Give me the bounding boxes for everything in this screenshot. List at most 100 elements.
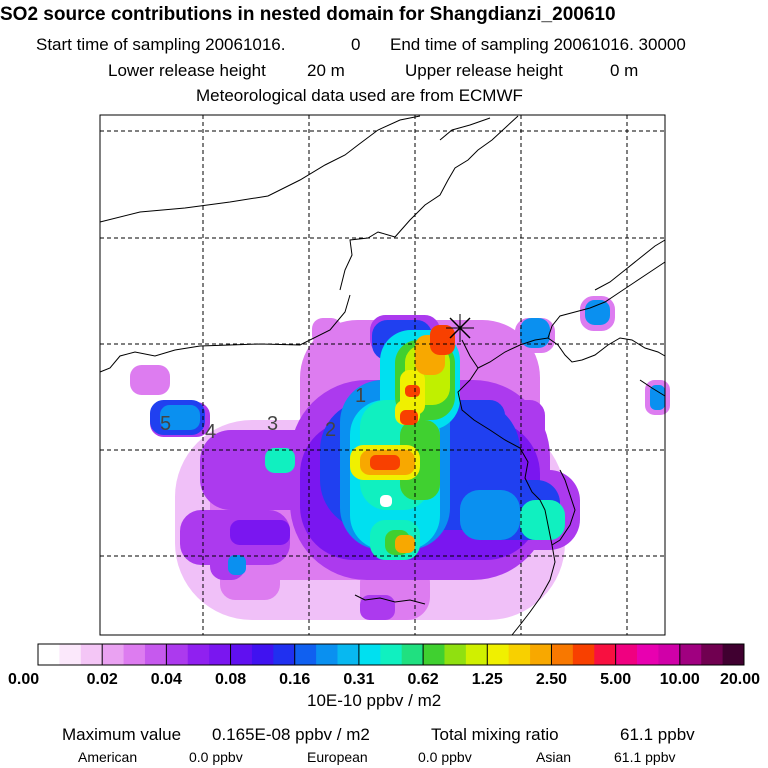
concentration-patch	[228, 555, 246, 575]
colorbar-swatch	[594, 644, 617, 665]
colorbar-swatch	[679, 644, 702, 665]
meteorological-data-line: Meteorological data used are from ECMWF	[196, 86, 523, 105]
colorbar-swatch	[273, 644, 296, 665]
colorbar-tick-label: 0.04	[151, 671, 182, 688]
coastline-segment	[594, 239, 666, 291]
colorbar-swatch	[358, 644, 381, 665]
concentration-patch	[230, 520, 290, 545]
upper-release-value: 0 m	[610, 61, 639, 80]
concentration-patch	[395, 535, 415, 553]
coastline	[99, 115, 666, 636]
map-frame	[99, 114, 666, 636]
colorbar-swatch	[423, 644, 445, 665]
receptor-x-marker	[446, 314, 474, 342]
colorbar-swatch	[294, 644, 317, 665]
end-time-label: End time of sampling 20061016. 30000	[390, 35, 686, 54]
colorbar-swatch	[209, 644, 231, 665]
colorbar-swatch	[102, 644, 124, 665]
colorbar	[37, 643, 745, 666]
concentration-field	[130, 296, 670, 620]
region-label-1: 1	[355, 385, 366, 407]
colorbar-swatch	[465, 644, 488, 665]
concentration-patch	[650, 385, 665, 410]
start-time-value: 0	[351, 35, 361, 54]
colorbar-tick-label: 0.31	[343, 671, 374, 688]
coastline-segment	[339, 231, 396, 291]
concentration-patch	[460, 490, 520, 540]
colorbar-tick-label: 0.08	[215, 671, 246, 688]
concentration-patch	[400, 410, 418, 425]
coastline-segment	[439, 117, 491, 141]
colorbar-tick-label: 0.00	[8, 671, 39, 688]
coastline-segment	[551, 469, 576, 546]
colorbar-swatch	[187, 644, 210, 665]
coastline-segment	[547, 261, 666, 339]
map-gridlines	[100, 115, 665, 635]
concentration-patch	[585, 300, 610, 325]
colorbar-swatch	[230, 644, 253, 665]
concentration-patch	[520, 318, 550, 348]
max-value: 0.165E-08 ppbv / m2	[212, 725, 370, 744]
colorbar-swatch	[701, 644, 724, 665]
lower-release-label: Lower release height	[108, 61, 266, 80]
colorbar-swatch	[316, 644, 338, 665]
colorbar-tick-label: 10.00	[660, 671, 700, 688]
colorbar-tick-label: 0.02	[87, 671, 118, 688]
colorbar-swatch	[722, 644, 745, 665]
concentration-patch	[405, 385, 420, 397]
lower-release-value: 20 m	[307, 61, 345, 80]
region-labels: 12 3 4 5	[160, 385, 366, 443]
region-label-2: 2	[325, 419, 336, 441]
american-value: 0.0 ppbv	[189, 749, 243, 765]
colorbar-swatch	[401, 644, 424, 665]
region-label-3: 3	[267, 413, 278, 435]
colorbar-unit: 10E-10 ppbv / m2	[307, 691, 442, 710]
colorbar-swatch	[572, 644, 595, 665]
coastline-segment	[457, 339, 556, 636]
colorbar-swatch	[80, 644, 103, 665]
colorbar-swatch	[123, 644, 146, 665]
concentration-patch	[160, 405, 200, 430]
colorbar-tick-labels: 0.00 0.02 0.04 0.08 0.16 0.31 0.62 1.25 2.50 5.00…	[8, 671, 760, 688]
total-mixing-value: 61.1 ppbv	[620, 725, 695, 744]
colorbar-tick-label: 5.00	[600, 671, 631, 688]
colorbar-swatch	[59, 644, 82, 665]
coastline-segment	[639, 379, 666, 397]
colorbar-swatch	[508, 644, 531, 665]
region-label-4: 4	[205, 421, 216, 443]
coastline-segment	[99, 294, 351, 373]
colorbar-swatch	[487, 644, 510, 665]
concentration-patch	[130, 365, 170, 395]
concentration-patch	[520, 500, 565, 540]
start-time-label: Start time of sampling 20061016.	[36, 35, 286, 54]
concentration-patch	[360, 595, 395, 620]
american-label: American	[78, 749, 138, 765]
region-label-5: 5	[160, 413, 171, 435]
coastline-segment	[394, 115, 519, 238]
concentration-patch	[265, 448, 295, 473]
colorbar-tick-label: 0.16	[279, 671, 310, 688]
colorbar-swatch	[530, 644, 552, 665]
concentration-patch	[370, 455, 400, 470]
total-mixing-label: Total mixing ratio	[431, 725, 559, 744]
colorbar-swatch	[615, 644, 638, 665]
colorbar-swatch	[337, 644, 360, 665]
european-label: European	[307, 749, 368, 765]
max-value-label: Maximum value	[62, 725, 182, 744]
colorbar-tick-label: 0.62	[408, 671, 439, 688]
upper-release-label: Upper release height	[405, 61, 563, 80]
asian-label: Asian	[536, 749, 572, 765]
european-value: 0.0 ppbv	[418, 749, 472, 765]
colorbar-swatch	[380, 644, 403, 665]
concentration-patch	[380, 495, 392, 507]
concentration-patch	[455, 400, 505, 440]
colorbar-swatch	[38, 644, 60, 665]
colorbar-swatch	[551, 644, 574, 665]
colorbar-swatch	[166, 644, 189, 665]
asian-value: 61.1 ppbv	[614, 749, 676, 765]
colorbar-swatch	[637, 644, 659, 665]
colorbar-tick-label: 20.00	[720, 671, 760, 688]
colorbar-swatch	[144, 644, 167, 665]
chart-title: SO2 source contributions in nested domai…	[0, 4, 616, 25]
